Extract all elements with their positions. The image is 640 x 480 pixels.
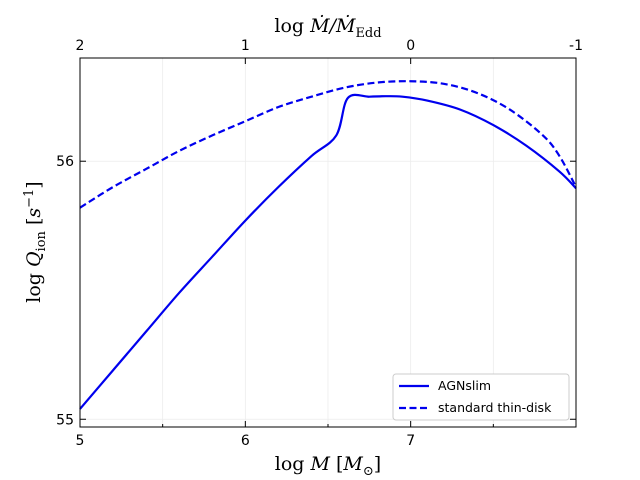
legend-label-agnslim: AGNslim [438,378,491,393]
y-tick-label: 55 [56,412,74,428]
top-tick-label: 0 [406,38,415,54]
x-axis-label: log M [M⊙] [275,453,381,479]
x-tick-label: 6 [241,433,250,449]
series-line-agnslim [79,93,577,410]
top-tick-label: 1 [241,38,250,54]
x-tick-label: 7 [406,433,415,449]
legend: AGNslim standard thin-disk [392,373,570,421]
top-tick-label: -1 [569,38,583,54]
top-tick-label: 2 [76,38,85,54]
series-line-standard-thin-disk [79,80,577,209]
series-layer [79,80,577,410]
legend-box [392,373,570,421]
y-tick-label: 56 [56,154,74,170]
x-tick-label: 5 [76,433,85,449]
ticks [79,58,577,427]
legend-label-thin-disk: standard thin-disk [438,400,552,415]
